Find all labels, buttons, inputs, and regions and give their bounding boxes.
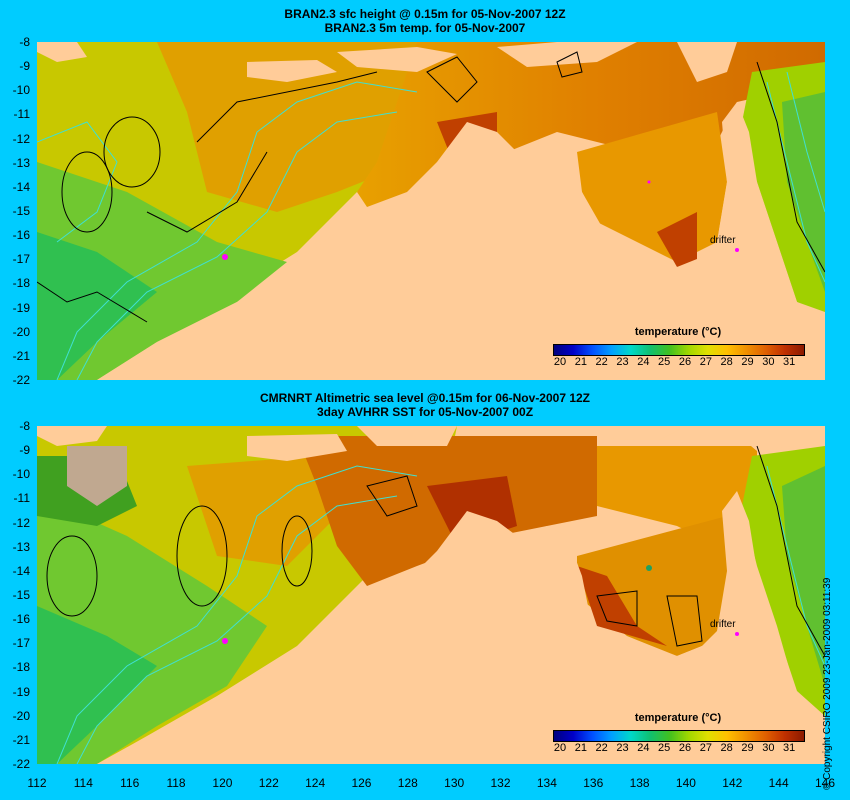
colorbar-gradient: [553, 730, 805, 742]
y-tick-label: -19: [12, 684, 30, 699]
colorbar-tick-label: 31: [783, 742, 796, 754]
colorbar-tick-label: 31: [783, 356, 796, 368]
x-tick-label: 124: [305, 776, 326, 790]
top-y-axis: -8 -9 -10 -11 -12 -13 -14 -15 -16 -17 -18 -19 -20 -21…: [0, 36, 32, 386]
colorbar-tick-label: 26: [678, 356, 692, 368]
y-tick-label: -13: [12, 539, 30, 554]
colorbar-tick-label: 25: [658, 742, 671, 754]
y-tick-label: -16: [12, 228, 30, 243]
colorbar-tick-label: 27: [699, 356, 712, 368]
bottom-title-line2: 3day AVHRR SST for 05-Nov-2007 00Z: [316, 405, 534, 419]
y-tick-label: -8: [19, 419, 30, 433]
x-tick-label: 128: [397, 776, 418, 790]
y-tick-label: -20: [12, 708, 30, 723]
x-tick-label: 114: [73, 776, 93, 790]
colorbar-gradient: [553, 344, 805, 356]
x-tick-label: 136: [583, 776, 604, 790]
y-tick-label: -18: [12, 276, 30, 291]
colorbar-tick-label: 21: [574, 742, 587, 754]
top-title-line2: BRAN2.3 5m temp. for 05-Nov-2007: [324, 21, 526, 35]
colorbar-tick-label: 30: [762, 742, 775, 754]
top-title-line1: BRAN2.3 sfc height @ 0.15m for 05-Nov-20…: [284, 7, 566, 21]
colorbar-tick-label: 20: [553, 742, 567, 754]
y-tick-label: -20: [12, 324, 30, 339]
colorbar-tick-label: 29: [741, 356, 754, 368]
y-tick-label: -12: [12, 515, 30, 530]
x-tick-label: 122: [258, 776, 279, 790]
y-tick-label: -15: [12, 588, 30, 602]
bottom-map-svg: [37, 426, 825, 764]
x-tick-label: 120: [212, 776, 233, 790]
y-tick-label: -17: [12, 636, 30, 651]
colorbar-tick-label: 26: [678, 742, 692, 754]
y-tick-label: -16: [12, 612, 30, 627]
y-tick-label: -10: [12, 467, 30, 482]
colorbar-tick-label: 23: [616, 356, 629, 368]
colorbar-tick-label: 28: [720, 356, 733, 368]
y-tick-label: -12: [12, 131, 30, 146]
x-tick-label: 116: [120, 776, 140, 790]
y-tick-label: -22: [12, 373, 30, 387]
drifter-label: drifter: [710, 235, 736, 246]
x-tick-label: 134: [536, 776, 557, 790]
x-tick-label: 140: [675, 776, 696, 790]
y-tick-label: -19: [12, 300, 30, 315]
top-colorbar: temperature (°C) 20 21 22 23 24 25 26 27 28 29 30 3…: [553, 326, 805, 371]
colorbar-title: temperature (°C): [634, 326, 722, 338]
x-tick-label: 112: [27, 776, 47, 790]
bottom-title-line1: CMRNRT Altimetric sea level @0.15m for 0…: [259, 391, 591, 405]
x-tick-label: 138: [629, 776, 650, 790]
colorbar-tick-label: 24: [637, 356, 650, 368]
colorbar-tick-label: 23: [616, 742, 629, 754]
y-tick-label: -9: [19, 59, 30, 74]
top-map-svg: [37, 42, 825, 380]
x-tick-label: 126: [351, 776, 372, 790]
x-tick-label: 146: [814, 776, 836, 790]
top-map-panel: drifter: [37, 42, 825, 380]
colorbar-tick-label: 22: [595, 356, 608, 368]
y-tick-label: -14: [12, 563, 30, 578]
y-tick-label: -22: [12, 757, 30, 771]
bottom-map-panel: drifter: [37, 426, 825, 764]
colorbar-tick-label: 21: [574, 356, 587, 368]
x-tick-label: 132: [490, 776, 511, 790]
x-tick-label: 144: [768, 776, 789, 790]
y-tick-label: -11: [13, 491, 30, 506]
colorbar-tick-label: 20: [553, 356, 567, 368]
x-tick-label: 130: [444, 776, 465, 790]
y-tick-label: -10: [12, 83, 30, 98]
colorbar-title: temperature (°C): [634, 712, 722, 724]
y-tick-label: -13: [12, 155, 30, 170]
y-tick-label: -8: [19, 35, 30, 49]
x-tick-label: 142: [722, 776, 743, 790]
colorbar-tick-label: 25: [658, 356, 671, 368]
y-tick-label: -21: [12, 348, 30, 363]
y-tick-label: -15: [12, 204, 30, 218]
y-tick-label: -11: [13, 107, 30, 122]
colorbar-tick-label: 22: [595, 742, 608, 754]
colorbar-tick-label: 28: [720, 742, 733, 754]
y-tick-label: -9: [19, 443, 30, 458]
bottom-y-axis: -8 -9 -10 -11 -12 -13 -14 -15 -16 -17 -18 -19 -20 -21…: [0, 420, 32, 770]
y-tick-label: -14: [12, 179, 30, 194]
colorbar-tick-label: 29: [741, 742, 754, 754]
x-tick-label: 118: [166, 776, 186, 790]
y-tick-label: -21: [12, 732, 30, 747]
y-tick-label: -18: [12, 660, 30, 675]
colorbar-tick-label: 27: [699, 742, 712, 754]
copyright-text: © Copyright CSIRO 2009 23-Jan-2009 03:11…: [822, 577, 833, 790]
drifter-marker: [222, 254, 228, 260]
bottom-colorbar: temperature (°C) 20 21 22 23 24 25 26 27 28 29 30 3…: [553, 712, 805, 757]
drifter-label-bottom: drifter: [710, 619, 736, 630]
colorbar-tick-label: 24: [637, 742, 650, 754]
y-tick-label: -17: [12, 252, 30, 267]
colorbar-tick-label: 30: [762, 356, 775, 368]
